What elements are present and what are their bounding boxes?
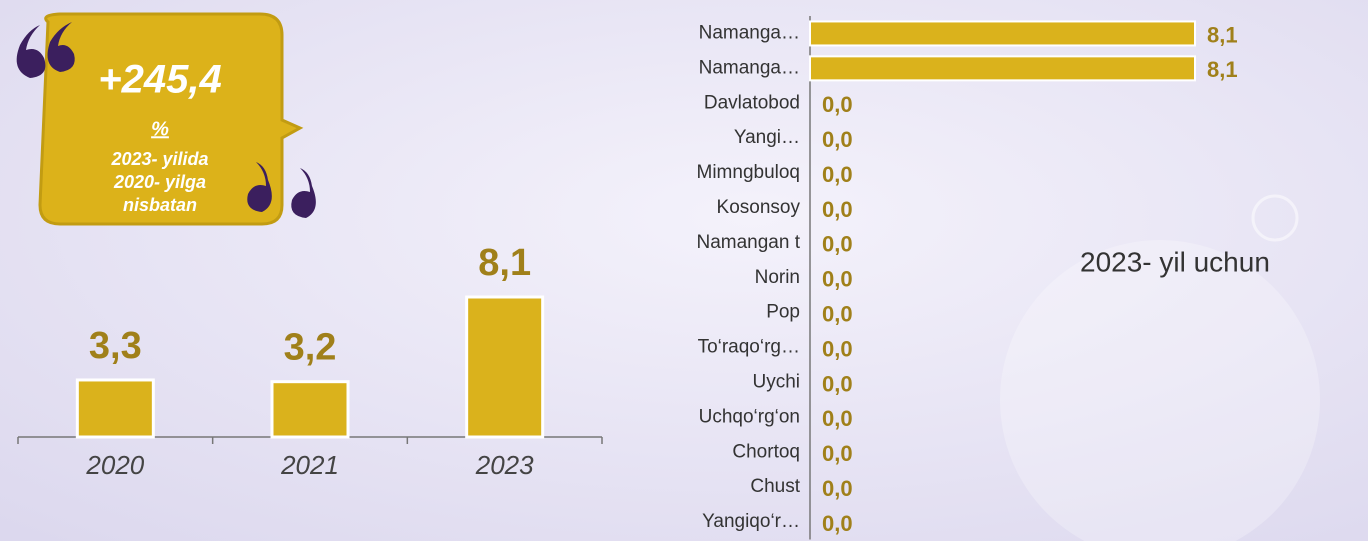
y-tick-label: Uchqo‘rg‘on xyxy=(699,406,800,427)
y-tick-label: Davlatobod xyxy=(704,92,800,113)
x-tick-label: 2021 xyxy=(280,450,339,480)
callout-unit: % xyxy=(151,118,169,140)
callout-line: nisbatan xyxy=(123,195,197,215)
value-label: 0,0 xyxy=(822,301,853,326)
y-tick-label: Chortoq xyxy=(732,441,800,462)
value-label: 0,0 xyxy=(822,127,853,152)
y-tick-label: Namangan t xyxy=(696,232,800,253)
y-tick-label: Namanga… xyxy=(699,22,800,43)
x-tick-label: 2020 xyxy=(85,450,144,480)
value-label: 0,0 xyxy=(822,371,853,396)
bar xyxy=(467,297,543,437)
dashboard: +245,4 % 2023- yilida 2020- yilga nisbat… xyxy=(0,0,1368,541)
bar xyxy=(810,56,1195,80)
value-label: 3,2 xyxy=(284,327,337,369)
value-label: 0,0 xyxy=(822,441,853,466)
value-label: 8,1 xyxy=(478,242,531,284)
value-label: 0,0 xyxy=(822,511,853,536)
callout: +245,4 % 2023- yilida 2020- yilga nisbat… xyxy=(17,14,316,224)
y-tick-label: Yangi… xyxy=(734,127,800,148)
bar xyxy=(77,380,153,437)
y-tick-label: Uychi xyxy=(752,371,800,392)
value-label: 0,0 xyxy=(822,197,853,222)
y-tick-label: Kosonsoy xyxy=(717,197,801,218)
y-tick-label: To‘raqo‘rg… xyxy=(698,337,800,358)
value-label: 8,1 xyxy=(1207,22,1238,47)
y-tick-label: Norin xyxy=(755,267,800,288)
y-tick-label: Namanga… xyxy=(699,57,800,78)
y-tick-label: Yangiqo‘r… xyxy=(702,511,800,532)
value-label: 0,0 xyxy=(822,92,853,117)
value-label: 0,0 xyxy=(822,406,853,431)
value-label: 0,0 xyxy=(822,336,853,361)
value-label: 0,0 xyxy=(822,232,853,257)
value-label: 8,1 xyxy=(1207,57,1238,82)
value-label: 0,0 xyxy=(822,476,853,501)
callout-line: 2020- yilga xyxy=(113,172,206,192)
chart-title: 2023- yil uchun xyxy=(1080,246,1270,277)
y-tick-label: Mimngbuloq xyxy=(697,162,801,183)
callout-line: 2023- yilida xyxy=(110,149,208,169)
value-label: 0,0 xyxy=(822,267,853,292)
callout-value: +245,4 xyxy=(98,58,221,102)
value-label: 0,0 xyxy=(822,162,853,187)
y-tick-label: Pop xyxy=(766,302,800,323)
value-label: 3,3 xyxy=(89,325,142,367)
bar xyxy=(810,21,1195,45)
y-tick-label: Chust xyxy=(750,476,800,497)
bar xyxy=(272,382,348,437)
x-tick-label: 2023 xyxy=(475,450,534,480)
